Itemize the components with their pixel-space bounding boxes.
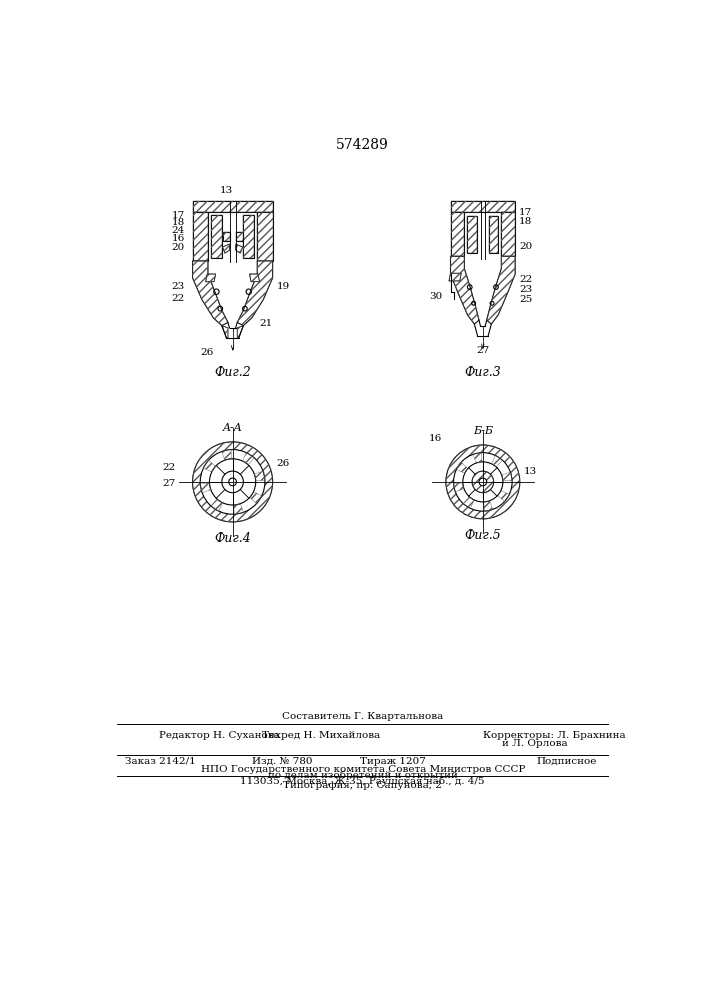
Circle shape: [200, 450, 265, 514]
Circle shape: [229, 478, 236, 486]
Circle shape: [463, 462, 503, 502]
Text: 24: 24: [172, 226, 185, 235]
Text: 20: 20: [172, 243, 185, 252]
Polygon shape: [216, 490, 228, 503]
Text: 25: 25: [519, 295, 532, 304]
Text: Техред Н. Михайлова: Техред Н. Михайлова: [262, 732, 380, 740]
Polygon shape: [486, 256, 515, 324]
Polygon shape: [206, 274, 216, 282]
Polygon shape: [449, 273, 461, 281]
Polygon shape: [257, 212, 273, 261]
Text: Заказ 2142/1: Заказ 2142/1: [125, 757, 196, 766]
Text: 17: 17: [519, 208, 532, 217]
Polygon shape: [489, 216, 498, 253]
Text: Фиг.3: Фиг.3: [464, 366, 501, 379]
Polygon shape: [463, 482, 473, 490]
Text: 13: 13: [220, 186, 233, 195]
Polygon shape: [211, 466, 225, 478]
Text: 13: 13: [524, 467, 537, 476]
Polygon shape: [450, 212, 464, 256]
Polygon shape: [487, 463, 497, 474]
Text: 22: 22: [519, 275, 532, 284]
Polygon shape: [223, 459, 233, 472]
Text: Подписное: Подписное: [537, 757, 597, 766]
Text: 22: 22: [163, 463, 175, 472]
Text: Тираж 1207: Тираж 1207: [360, 757, 426, 766]
Polygon shape: [250, 274, 259, 282]
Circle shape: [192, 442, 273, 522]
Polygon shape: [222, 326, 228, 338]
Text: 18: 18: [519, 217, 532, 226]
Circle shape: [209, 459, 256, 505]
Text: по делам изобретений и открытий: по делам изобретений и открытий: [268, 771, 457, 780]
Polygon shape: [475, 462, 483, 472]
Polygon shape: [237, 461, 249, 474]
Polygon shape: [238, 261, 273, 326]
Polygon shape: [493, 474, 503, 482]
Text: 26: 26: [276, 460, 290, 468]
Polygon shape: [491, 486, 501, 496]
Circle shape: [446, 445, 520, 519]
Text: 21: 21: [259, 319, 273, 328]
Polygon shape: [233, 492, 241, 505]
Polygon shape: [192, 201, 273, 212]
Text: 16: 16: [172, 234, 185, 243]
Polygon shape: [211, 215, 222, 258]
Text: 574289: 574289: [337, 138, 389, 152]
Text: Корректоры: Л. Брахнина: Корректоры: Л. Брахнина: [483, 732, 626, 740]
Polygon shape: [483, 492, 491, 502]
Polygon shape: [235, 232, 243, 241]
Polygon shape: [223, 232, 230, 241]
Polygon shape: [450, 256, 479, 324]
Polygon shape: [235, 244, 243, 253]
Text: 19: 19: [276, 282, 290, 291]
Polygon shape: [192, 212, 208, 261]
Text: Фиг.4: Фиг.4: [214, 532, 251, 545]
Polygon shape: [238, 326, 243, 338]
Polygon shape: [243, 473, 256, 482]
Polygon shape: [469, 490, 479, 500]
Text: и Л. Орлова: и Л. Орлова: [502, 739, 568, 748]
Text: Типография, пр. Сапунова, 2: Типография, пр. Сапунова, 2: [284, 781, 442, 790]
Polygon shape: [192, 261, 228, 326]
Polygon shape: [501, 212, 515, 256]
Polygon shape: [467, 216, 477, 253]
Circle shape: [222, 471, 243, 493]
Text: 113035, Москва, Ж-35, Раушская наб., д. 4/5: 113035, Москва, Ж-35, Раушская наб., д. …: [240, 777, 485, 786]
Text: Редактор Н. Суханова: Редактор Н. Суханова: [160, 732, 280, 740]
Circle shape: [454, 453, 512, 511]
Polygon shape: [240, 486, 254, 498]
Text: Изд. № 780: Изд. № 780: [252, 757, 312, 766]
Text: 30: 30: [430, 292, 443, 301]
Text: Фиг.5: Фиг.5: [464, 529, 501, 542]
Text: 26: 26: [200, 348, 214, 357]
Text: 22: 22: [172, 294, 185, 303]
Circle shape: [472, 471, 493, 493]
Text: Фиг.2: Фиг.2: [214, 366, 251, 379]
Text: 23: 23: [172, 282, 185, 291]
Text: 18: 18: [172, 218, 185, 227]
Polygon shape: [243, 215, 254, 258]
Text: 17: 17: [172, 211, 185, 220]
Polygon shape: [209, 482, 223, 491]
Polygon shape: [464, 468, 475, 478]
Text: Б-Б: Б-Б: [473, 426, 493, 436]
Text: 20: 20: [519, 242, 532, 251]
Circle shape: [479, 478, 486, 486]
Text: 16: 16: [428, 434, 442, 443]
Text: A-A: A-A: [223, 423, 243, 433]
Polygon shape: [450, 201, 515, 212]
Text: 27: 27: [477, 346, 489, 355]
Polygon shape: [223, 244, 230, 253]
Text: НПО Государственного комитета Совета Министров СССР: НПО Государственного комитета Совета Мин…: [201, 765, 525, 774]
Text: Составитель Г. Квартальнова: Составитель Г. Квартальнова: [282, 712, 443, 721]
Text: 27: 27: [163, 479, 175, 488]
Text: 23: 23: [519, 285, 532, 294]
